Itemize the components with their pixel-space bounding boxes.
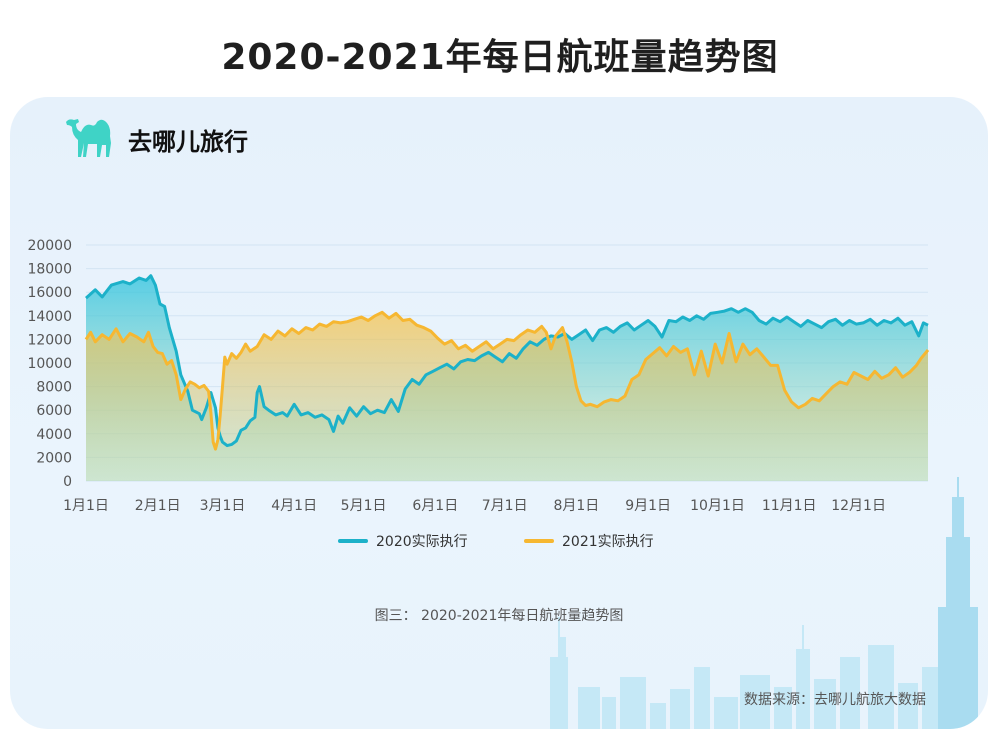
brand-name: 去哪儿旅行 xyxy=(128,127,248,156)
legend-label-2020: 2020实际执行 xyxy=(376,534,468,550)
city-skyline-illustration xyxy=(550,477,978,729)
skyline-building xyxy=(694,667,710,729)
skyline-tower-mid xyxy=(946,537,970,609)
skyline-tower-top xyxy=(952,497,964,539)
x-tick-label: 9月1日 xyxy=(625,498,671,514)
y-tick-label: 2000 xyxy=(36,450,72,466)
x-axis-ticks: 1月1日 2月1日 3月1日 4月1日 5月1日 6月1日 7月1日 8月1日 9月1日 10月1… xyxy=(63,498,886,514)
skyline-building xyxy=(868,645,894,729)
x-tick-label: 1月1日 xyxy=(63,498,109,514)
skyline-building xyxy=(650,703,666,729)
x-tick-label: 11月1日 xyxy=(762,498,817,514)
x-tick-label: 7月1日 xyxy=(482,498,528,514)
x-tick-label: 4月1日 xyxy=(271,498,317,514)
skyline-building xyxy=(840,657,860,729)
skyline-building xyxy=(714,697,738,729)
x-tick-label: 5月1日 xyxy=(341,498,387,514)
y-axis-ticks: 0 2000 4000 6000 8000 10000 12000 14000 16000 180… xyxy=(27,238,72,490)
y-tick-label: 14000 xyxy=(27,309,72,325)
skyline-building xyxy=(796,649,810,729)
series-lines xyxy=(84,274,930,451)
chart-card: 0 2000 4000 6000 8000 10000 12000 14000 16000 180… xyxy=(10,97,988,729)
legend-item-2020: 2020实际执行 xyxy=(338,531,468,551)
y-tick-label: 18000 xyxy=(27,262,72,278)
skyline-building xyxy=(558,637,566,657)
series-line-2021 xyxy=(84,310,930,451)
skyline-building xyxy=(620,677,646,729)
x-tick-label: 3月1日 xyxy=(200,498,246,514)
skyline-building xyxy=(814,679,836,729)
skyline-building xyxy=(740,675,770,729)
skyline-building xyxy=(774,687,792,729)
x-tick-label: 10月1日 xyxy=(690,498,745,514)
skyline-building xyxy=(578,687,600,729)
series-areas xyxy=(86,275,928,481)
x-tick-label: 6月1日 xyxy=(412,498,458,514)
y-tick-label: 0 xyxy=(63,474,72,490)
line-area-chart: 0 2000 4000 6000 8000 10000 12000 14000 16000 180… xyxy=(27,238,978,729)
y-tick-label: 6000 xyxy=(36,403,72,419)
y-tick-label: 4000 xyxy=(36,427,72,443)
legend-swatch-2021 xyxy=(524,539,554,543)
x-tick-label: 8月1日 xyxy=(553,498,599,514)
legend-item-2021: 2021实际执行 xyxy=(524,531,654,551)
y-tick-label: 20000 xyxy=(27,238,72,254)
skyline-building xyxy=(602,697,616,729)
skyline-building xyxy=(550,657,568,729)
page-title: 2020-2021年每日航班量趋势图 xyxy=(221,37,779,78)
camel-icon xyxy=(66,119,111,157)
y-tick-label: 16000 xyxy=(27,285,72,301)
skyline-building xyxy=(670,689,690,729)
y-tick-label: 12000 xyxy=(27,332,72,348)
brand-logo: 去哪儿旅行 xyxy=(64,116,248,162)
skyline-building xyxy=(898,683,918,729)
x-tick-label: 12月1日 xyxy=(831,498,886,514)
legend-swatch-2020 xyxy=(338,539,368,543)
skyline-tower-base xyxy=(938,607,978,729)
x-tick-label: 2月1日 xyxy=(135,498,181,514)
legend-label-2021: 2021实际执行 xyxy=(562,534,654,550)
y-tick-label: 8000 xyxy=(36,380,72,396)
data-source: 数据来源：去哪儿航旅大数据 xyxy=(744,692,926,708)
figure-caption: 图三： 2020-2021年每日航班量趋势图 xyxy=(374,608,624,624)
y-tick-label: 10000 xyxy=(27,356,72,372)
